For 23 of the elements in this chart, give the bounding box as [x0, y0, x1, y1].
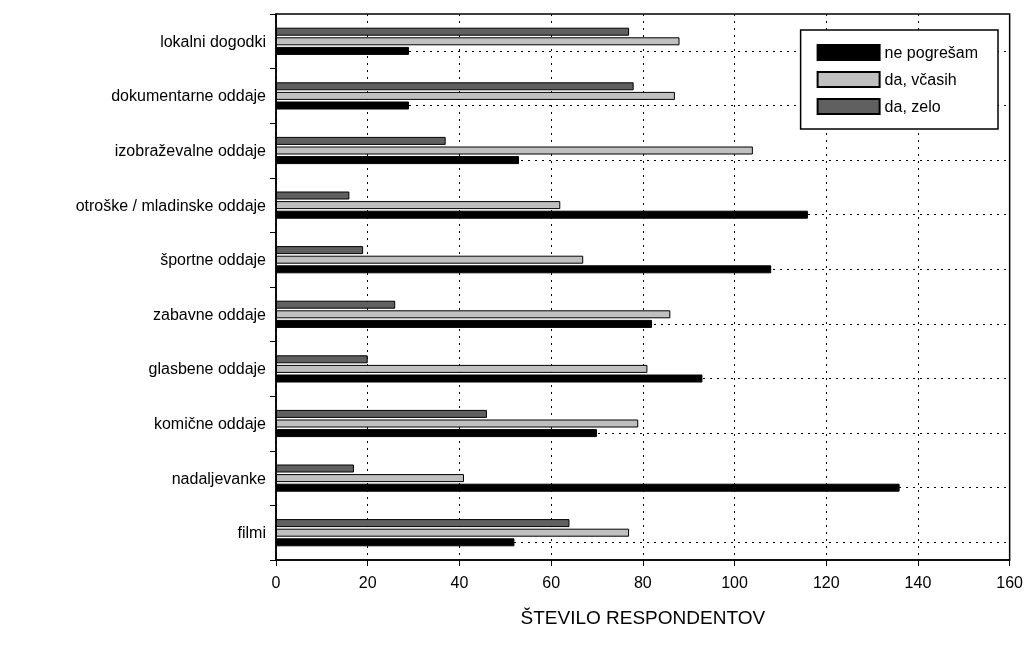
x-tick-label: 0	[271, 573, 281, 591]
x-axis-title: ŠTEVILO RESPONDENTOV	[520, 607, 766, 628]
y-tick-label: filmi	[237, 524, 266, 542]
y-tick-label: nadaljevanke	[171, 469, 267, 487]
x-tick-label: 40	[450, 573, 469, 591]
y-tick-label: komične oddaje	[153, 415, 267, 432]
y-tick-label: športne oddaje	[160, 251, 267, 269]
x-tick-label: 60	[542, 573, 561, 591]
x-tick-label: 140	[904, 573, 932, 591]
legend-label: da, zelo	[884, 98, 941, 115]
legend-label: da, včasih	[884, 71, 957, 88]
y-tick-label: zabavne oddaje	[153, 305, 267, 323]
x-tick-label: 20	[358, 573, 377, 591]
legend-label: ne pogrešam	[884, 44, 978, 61]
x-tick-label: 80	[633, 573, 652, 591]
y-tick-label: izobraževalne oddaje	[114, 142, 267, 159]
y-tick-label: otroške / mladinske oddaje	[75, 196, 267, 214]
y-tick-label: lokalni dogodki	[160, 32, 266, 50]
x-tick-label: 160	[996, 573, 1024, 591]
y-tick-label: dokumentarne oddaje	[111, 87, 267, 105]
x-tick-label: 100	[721, 573, 748, 591]
x-tick-label: 120	[812, 573, 840, 591]
y-tick-label: glasbene oddaje	[148, 360, 267, 378]
